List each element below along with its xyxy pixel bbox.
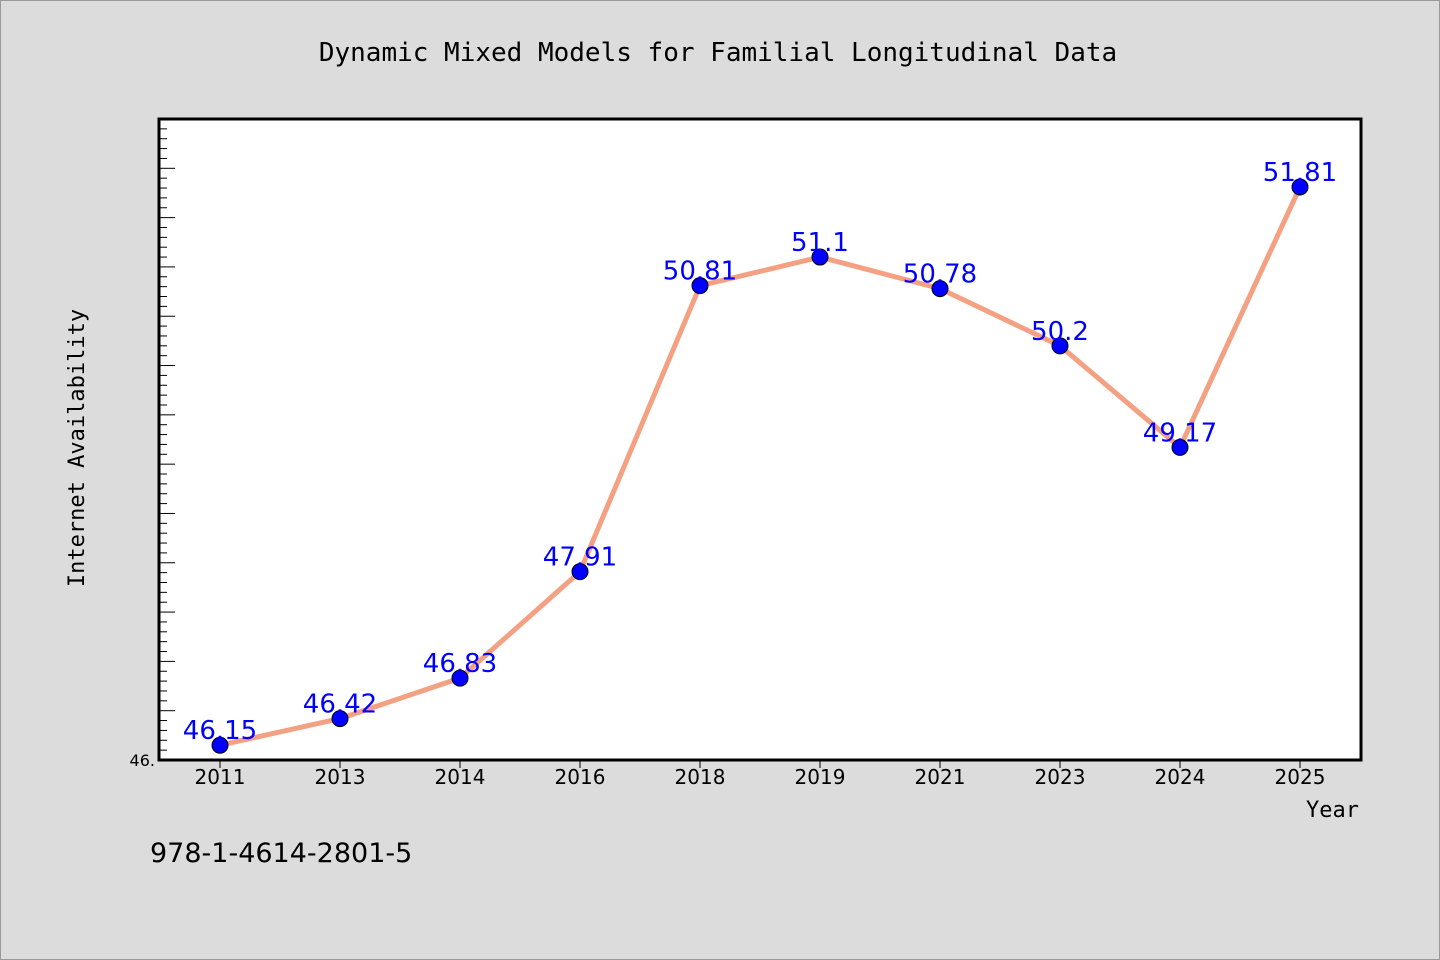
plot-area — [157, 117, 1363, 762]
y-axis-label: Internet Availability — [65, 309, 90, 587]
data-label: 51.81 — [1263, 158, 1337, 188]
x-tick-label: 2011 — [195, 765, 246, 789]
x-axis-tick-labels: 2011 2013 2014 2016 2018 2019 2021 2023 2024 2025 — [195, 765, 1326, 789]
data-label: 50.78 — [903, 260, 977, 290]
x-tick-label: 2013 — [315, 765, 366, 789]
data-point — [931, 280, 949, 298]
data-label: 51.1 — [791, 228, 849, 258]
data-label: 46.83 — [423, 649, 497, 679]
data-point — [1051, 337, 1069, 355]
data-label: 46.15 — [183, 716, 257, 746]
data-label: 47.91 — [543, 543, 617, 573]
data-label: 50.81 — [663, 257, 737, 287]
x-axis-label: Year — [1306, 798, 1359, 823]
data-point — [1171, 438, 1189, 456]
x-tick-label: 2021 — [915, 765, 966, 789]
x-tick-label: 2019 — [795, 765, 846, 789]
data-markers — [211, 178, 1309, 754]
data-point — [331, 710, 349, 728]
x-tick-label: 2018 — [675, 765, 726, 789]
data-point — [811, 248, 829, 266]
data-label: 46.42 — [303, 690, 377, 720]
x-tick-label: 2016 — [555, 765, 606, 789]
data-label: 50.2 — [1031, 317, 1089, 347]
x-axis-ticks — [219, 760, 1301, 768]
data-label: 49.17 — [1143, 418, 1217, 448]
x-tick-label: 2023 — [1035, 765, 1086, 789]
y-axis-ticks — [159, 118, 175, 761]
footer-isbn: 978-1-4614-2801-5 — [150, 838, 412, 869]
data-point — [1291, 178, 1309, 196]
data-point — [211, 736, 229, 754]
y-tick-label: 46. — [130, 751, 155, 770]
data-labels: 46.15 46.42 46.83 47.91 50.81 51.1 50.78 50.2 49… — [183, 158, 1337, 746]
data-point — [571, 563, 589, 581]
x-tick-label: 2024 — [1155, 765, 1206, 789]
x-tick-label: 2025 — [1275, 765, 1326, 789]
data-point — [451, 669, 469, 687]
x-tick-label: 2014 — [435, 765, 486, 789]
series-line — [219, 185, 1303, 748]
data-point — [691, 277, 709, 295]
chart-title: Dynamic Mixed Models for Familial Longit… — [319, 38, 1117, 68]
